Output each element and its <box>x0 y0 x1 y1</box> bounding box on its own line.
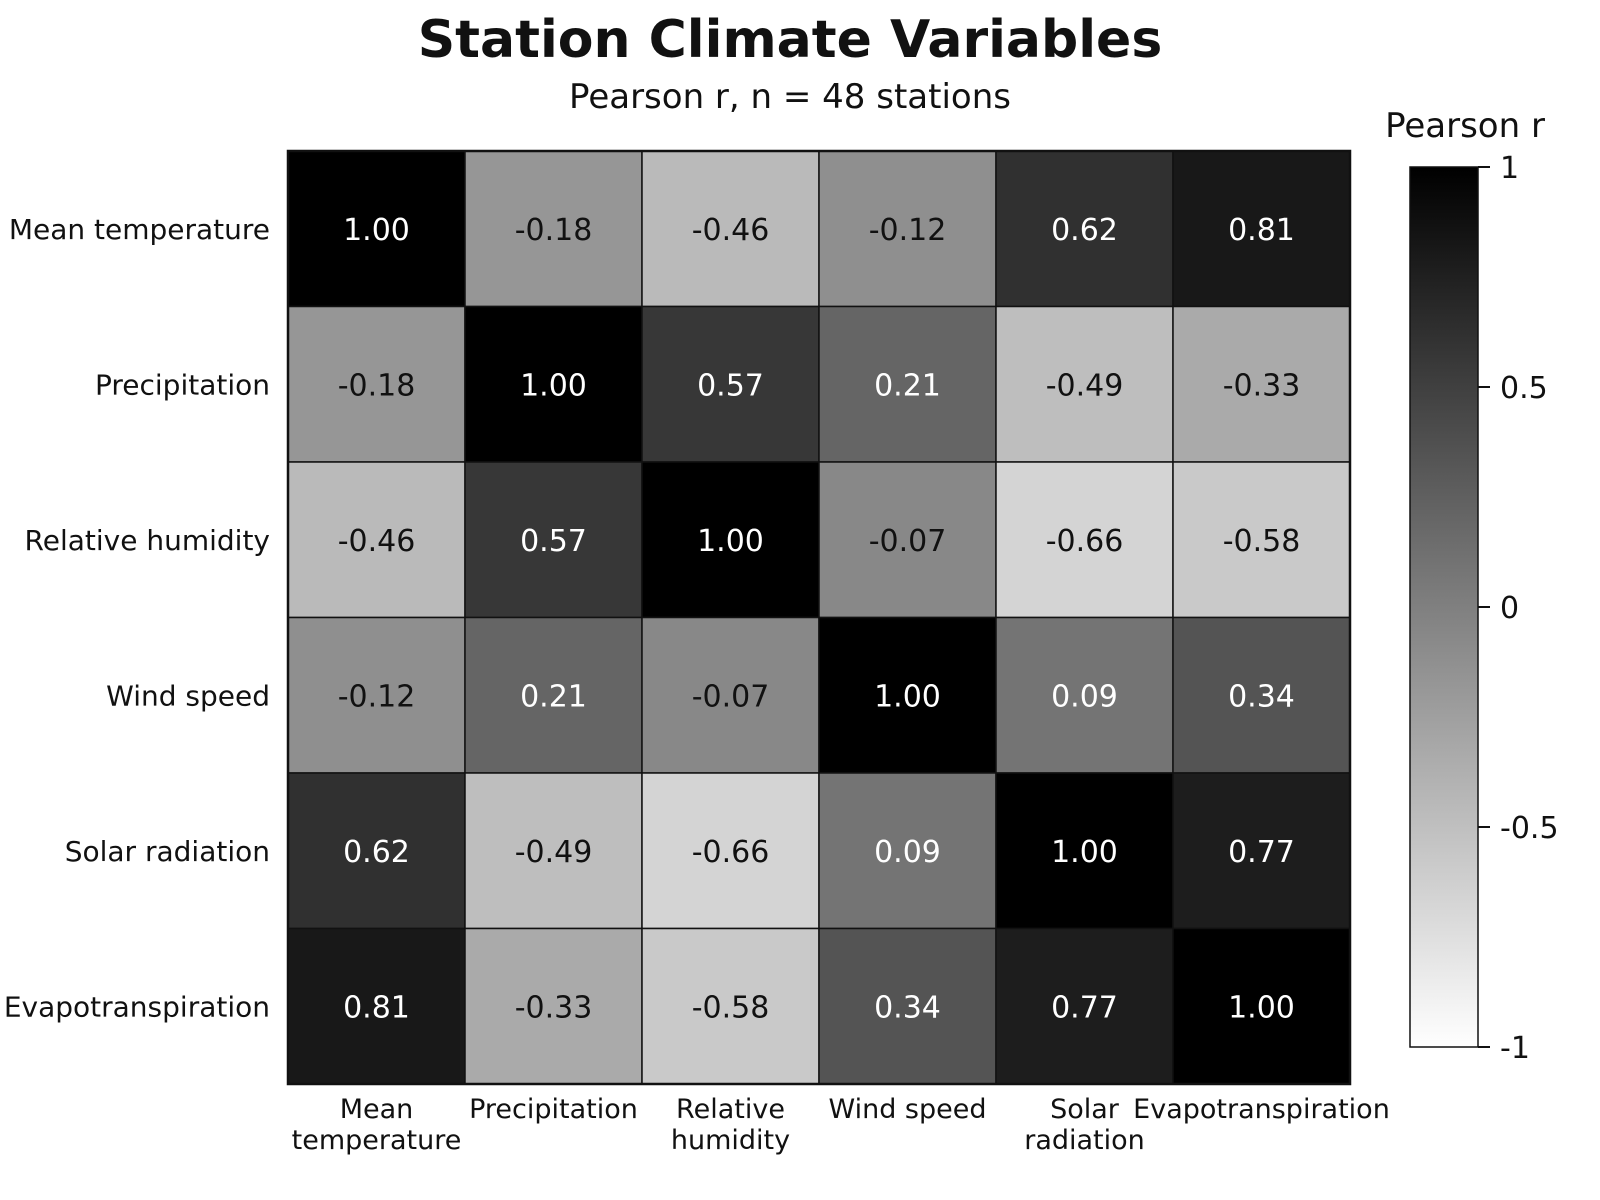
heatmap-border <box>286 149 1352 1086</box>
column-label: humidity <box>671 1125 790 1156</box>
heatmap-cell <box>995 461 1174 619</box>
column-label: Solar <box>1050 1094 1120 1125</box>
colorbar: Pearson r 1 0.5 0 -0.5 -1 <box>1385 106 1558 1066</box>
heatmap-cell <box>995 305 1174 463</box>
heatmap-cell <box>464 305 643 463</box>
heatmap-cells: 1.00 -0.18 -0.46 -0.12 0.62 0.81 -0.18 1.00 0.57… <box>286 149 1352 1086</box>
cell-value-label: 0.62 <box>1051 213 1118 248</box>
heatmap-cell <box>818 772 997 930</box>
cell-value-label: 0.34 <box>1228 679 1295 714</box>
heatmap-cell <box>464 616 643 774</box>
cell-value-label: -0.58 <box>692 990 770 1025</box>
heatmap-cell <box>287 927 466 1085</box>
heatmap-cell <box>1172 616 1351 774</box>
row-labels: Mean temperature Precipitation Relative hu… <box>4 213 270 1024</box>
cell-value-label: -0.49 <box>1046 368 1124 403</box>
heatmap-cell <box>464 927 643 1085</box>
chart-title: Station Climate Variables <box>417 10 1163 70</box>
heatmap-cell <box>1172 461 1351 619</box>
column-label: Wind speed <box>828 1094 986 1125</box>
heatmap-cell <box>641 927 820 1085</box>
cell-value-label: 0.21 <box>520 679 587 714</box>
cell-value-label: 0.57 <box>697 368 764 403</box>
cell-value-label: 1.00 <box>697 524 764 559</box>
cell-value-label: -0.66 <box>692 835 770 870</box>
heatmap-cell <box>995 616 1174 774</box>
heatmap-cell <box>287 461 466 619</box>
heatmap-cell <box>1172 305 1351 463</box>
cell-value-label: 0.21 <box>874 368 941 403</box>
column-label: Relative <box>676 1094 785 1125</box>
cell-value-label: -0.07 <box>692 679 770 714</box>
colorbar-tick-label: 0.5 <box>1500 371 1548 406</box>
heatmap-cell <box>818 927 997 1085</box>
cell-value-label: 1.00 <box>874 679 941 714</box>
cell-value-label: 0.81 <box>343 990 410 1025</box>
cell-value-label: -0.12 <box>869 213 947 248</box>
cell-value-label: -0.66 <box>1046 524 1124 559</box>
colorbar-label: Pearson r <box>1385 106 1545 146</box>
colorbar-tick-label: 0 <box>1500 591 1519 626</box>
column-label: Precipitation <box>469 1094 638 1125</box>
cell-value-label: 0.57 <box>520 524 587 559</box>
cell-value-label: 0.09 <box>874 835 941 870</box>
cell-value-label: 1.00 <box>343 213 410 248</box>
column-label: temperature <box>292 1125 462 1156</box>
heatmap-cell <box>641 772 820 930</box>
cell-value-label: -0.46 <box>338 524 416 559</box>
cell-value-label: 0.77 <box>1051 990 1118 1025</box>
column-label: Evapotranspiration <box>1133 1094 1390 1125</box>
heatmap-cell <box>464 461 643 619</box>
chart-subtitle: Pearson r, n = 48 stations <box>569 77 1011 117</box>
heatmap-cell <box>287 305 466 463</box>
row-label: Solar radiation <box>65 835 270 868</box>
heatmap-cell <box>1172 772 1351 930</box>
row-label: Wind speed <box>106 679 270 712</box>
cell-value-label: 0.77 <box>1228 835 1295 870</box>
cell-value-label: 0.34 <box>874 990 941 1025</box>
cell-value-label: 1.00 <box>520 368 587 403</box>
colorbar-tick-label: -0.5 <box>1500 811 1559 846</box>
column-label: radiation <box>1024 1125 1145 1156</box>
heatmap-cell <box>818 305 997 463</box>
heatmap-cell <box>641 150 820 308</box>
cell-value-label: -0.18 <box>515 213 593 248</box>
heatmap-cell <box>995 927 1174 1085</box>
cell-value-label: -0.58 <box>1223 524 1301 559</box>
cell-value-label: -0.33 <box>1223 368 1301 403</box>
heatmap-cell <box>1172 150 1351 308</box>
cell-value-label: -0.46 <box>692 213 770 248</box>
row-label: Evapotranspiration <box>4 990 270 1023</box>
cell-value-label: -0.33 <box>515 990 593 1025</box>
row-label: Relative humidity <box>25 524 270 557</box>
cell-value-label: 0.09 <box>1051 679 1118 714</box>
cell-value-label: 0.81 <box>1228 213 1295 248</box>
cell-value-label: 1.00 <box>1228 990 1295 1025</box>
colorbar-tick-label: 1 <box>1500 151 1519 186</box>
column-label: Mean <box>340 1094 414 1125</box>
heatmap-cell <box>464 772 643 930</box>
cell-value-label: -0.12 <box>338 679 416 714</box>
row-label: Precipitation <box>95 368 270 401</box>
heatmap-cell <box>641 616 820 774</box>
heatmap-cell <box>995 150 1174 308</box>
colorbar-tick-label: -1 <box>1500 1031 1530 1066</box>
heatmap-cell <box>1172 927 1351 1085</box>
cell-value-label: -0.07 <box>869 524 947 559</box>
cell-value-label: -0.18 <box>338 368 416 403</box>
row-label: Mean temperature <box>9 213 270 246</box>
cell-value-label: 1.00 <box>1051 835 1118 870</box>
colorbar-gradient <box>1409 166 1479 1048</box>
heatmap-cell <box>287 772 466 930</box>
cell-value-label: 0.62 <box>343 835 410 870</box>
cell-value-label: -0.49 <box>515 835 593 870</box>
